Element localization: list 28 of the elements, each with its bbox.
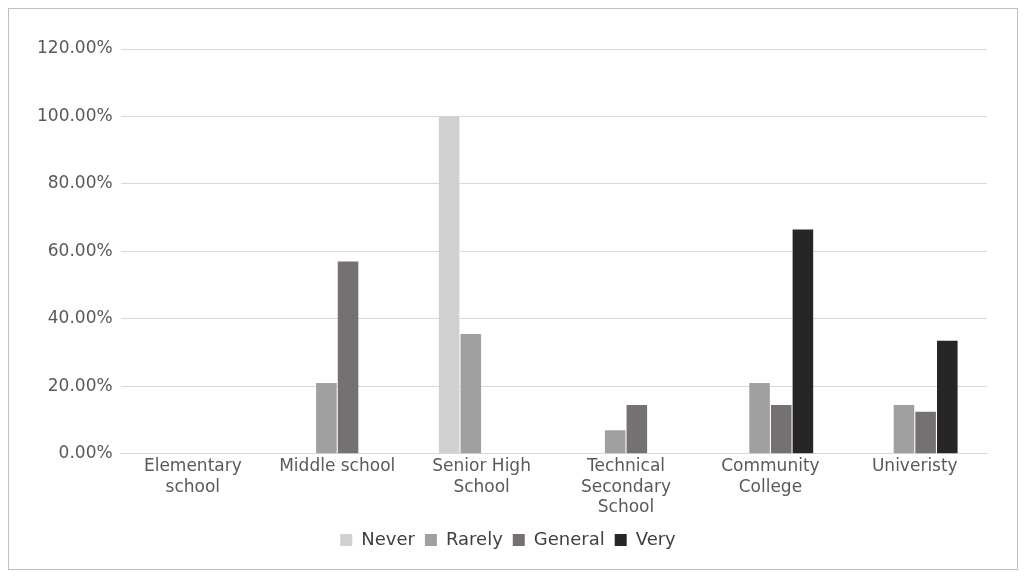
y-tick-label: 120.00%: [37, 37, 113, 58]
y-tick-label: 80.00%: [47, 172, 113, 193]
bar: [626, 404, 648, 454]
bar: [460, 334, 482, 454]
bar: [770, 404, 792, 454]
legend-label: General: [533, 527, 605, 549]
legend-label: Rarely: [445, 527, 504, 549]
x-tick-label: Elementary school: [143, 455, 242, 496]
x-tick-label: Technical Secondary School: [581, 455, 672, 517]
bar: [893, 404, 915, 454]
bar: [604, 430, 626, 454]
y-tick-label: 60.00%: [47, 239, 113, 260]
y-tick-label: 100.00%: [37, 104, 113, 125]
x-tick-label: Senior High School: [432, 455, 531, 496]
bar: [749, 382, 770, 454]
legend-label: Never: [361, 527, 416, 549]
y-tick-label: 40.00%: [47, 307, 113, 328]
bar: [792, 229, 814, 454]
bar: [937, 340, 958, 454]
legend-label: Very: [635, 527, 677, 549]
y-tick-label: 0.00%: [58, 442, 113, 463]
x-tick-label: Middle school: [279, 455, 396, 476]
x-tick-label: Community College: [721, 455, 820, 496]
bar: [915, 411, 936, 454]
y-tick-label: 20.00%: [47, 374, 113, 395]
bar: [316, 382, 337, 454]
bar: [337, 261, 359, 454]
x-tick-label: Univeristy: [871, 455, 958, 476]
